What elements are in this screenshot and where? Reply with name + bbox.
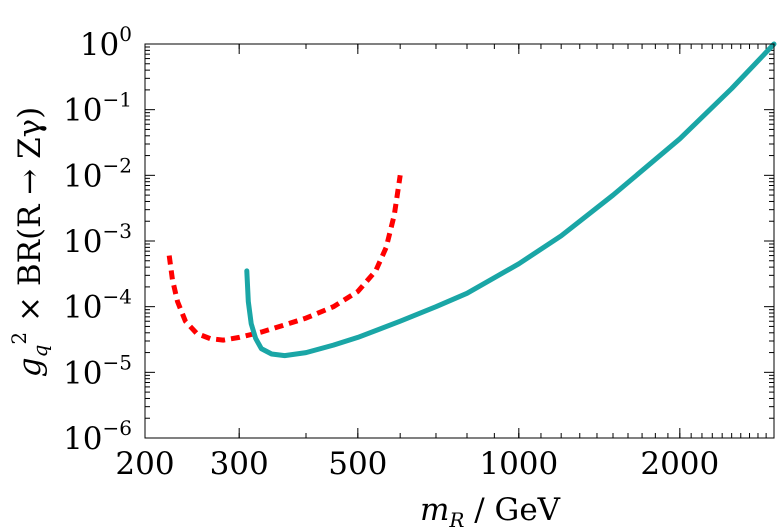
x-axis-title: mR / GeV xyxy=(420,492,561,532)
y-tick-label: 10−3 xyxy=(63,219,132,260)
x-tick-label: 1000 xyxy=(479,446,558,482)
plot-frame xyxy=(144,43,775,439)
x-tick-labels: 200 300 500 1000 2000 xyxy=(115,446,719,482)
y-axis-title-sub: q xyxy=(28,345,52,358)
y-tick-label: 10−6 xyxy=(63,416,132,457)
y-tick-label: 10−2 xyxy=(63,153,132,194)
series-teal-solid xyxy=(244,41,777,359)
y-axis-title-rest: × BR(R → Zγ) xyxy=(12,107,48,332)
major-ticks xyxy=(144,43,774,439)
y-tick-label: 10−5 xyxy=(63,350,132,391)
minor-ticks xyxy=(144,44,775,438)
y-tick-label: 10−4 xyxy=(63,285,132,326)
y-axis-title-sup: 2 xyxy=(7,332,31,345)
x-tick-label: 500 xyxy=(328,446,387,482)
series-red-dashed xyxy=(166,174,403,343)
series-layer xyxy=(166,41,777,359)
y-tick-label: 10−1 xyxy=(63,88,132,129)
y-tick-labels: 100 10−1 10−2 10−3 10−4 10−5 10−6 xyxy=(63,22,132,457)
y-tick-label: 100 xyxy=(80,22,132,63)
x-tick-label: 2000 xyxy=(640,446,719,482)
y-axis-title: gq2 × BR(R → Zγ) xyxy=(7,107,52,378)
y-axis-title-g: g xyxy=(12,357,48,377)
x-tick-label: 200 xyxy=(115,446,174,482)
x-axis-title-sub: R xyxy=(448,508,464,532)
x-axis-title-rest: / GeV xyxy=(464,492,560,528)
x-axis-title-main: m xyxy=(420,492,449,528)
x-tick-label: 300 xyxy=(210,446,269,482)
